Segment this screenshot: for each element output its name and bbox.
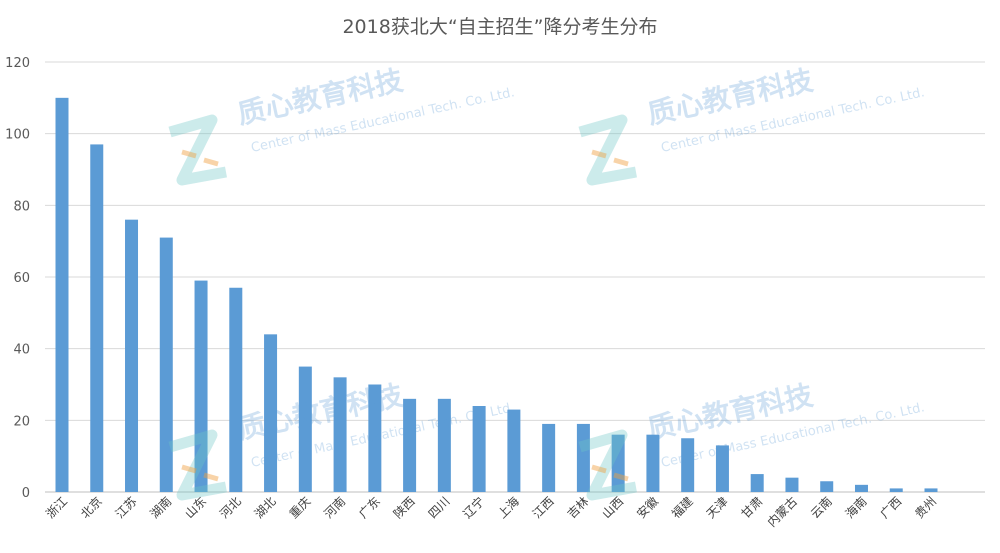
logo-dash-icon — [613, 157, 629, 167]
x-tick-label: 吉林 — [565, 494, 592, 521]
x-tick-label: 湖南 — [147, 494, 175, 522]
x-tick-label: 河北 — [217, 494, 244, 521]
bar — [611, 434, 625, 492]
x-tick-label: 江西 — [530, 494, 557, 521]
logo-dash-icon — [613, 472, 629, 482]
y-tick-label: 120 — [5, 56, 30, 71]
x-tick-label: 辽宁 — [460, 494, 488, 522]
logo-dash-icon — [181, 149, 197, 159]
bar — [264, 334, 278, 492]
x-tick-label: 广东 — [356, 494, 383, 521]
bar — [715, 445, 729, 492]
x-tick-label: 湖北 — [251, 494, 279, 522]
bar — [889, 488, 903, 492]
bar — [681, 438, 695, 492]
z-logo-icon — [168, 114, 227, 186]
x-tick-label: 四川 — [426, 494, 453, 521]
x-tick-label: 北京 — [78, 494, 105, 521]
logo-dash-icon — [203, 157, 219, 167]
bar — [194, 280, 208, 492]
z-logo-icon — [578, 429, 637, 501]
bar — [90, 144, 104, 492]
bar — [542, 423, 556, 492]
x-tick-label: 陕西 — [390, 494, 418, 522]
bar — [785, 477, 799, 492]
bar — [403, 398, 417, 492]
x-tick-label: 河南 — [321, 494, 349, 522]
x-tick-label: 重庆 — [287, 494, 314, 521]
bar — [924, 488, 938, 492]
x-tick-label: 云南 — [807, 494, 835, 522]
bar — [472, 406, 486, 492]
y-tick-label: 60 — [13, 271, 30, 286]
x-tick-label: 天津 — [704, 494, 731, 521]
logo-dash-icon — [591, 149, 607, 159]
y-tick-label: 100 — [5, 128, 30, 143]
logo-dash-icon — [181, 464, 197, 474]
bar — [229, 287, 243, 492]
z-logo-icon — [578, 114, 637, 186]
z-logo-icon — [168, 429, 227, 501]
bar — [820, 481, 834, 492]
x-tick-label: 贵州 — [912, 494, 939, 521]
y-tick-label: 80 — [13, 199, 30, 214]
bar — [646, 434, 660, 492]
bar — [750, 474, 764, 492]
y-axis-ticks: 0 20 40 60 80 100 120 — [5, 56, 30, 501]
bar — [298, 366, 312, 492]
chart-title: 2018获北大“自主招生”降分考生分布 — [342, 16, 657, 38]
bar — [437, 398, 451, 492]
x-tick-label: 内蒙古 — [764, 494, 800, 530]
x-axis-ticks: 浙江 北京 江苏 湖南 山东 河北 湖北 重庆 河南 广东 陕西 四川 辽宁 上海 江西 吉林 山西 安徽 福建 天津… — [43, 494, 939, 530]
logo-dash-icon — [591, 464, 607, 474]
x-tick-label: 浙江 — [43, 494, 70, 521]
bar — [368, 384, 382, 492]
x-tick-label: 甘肃 — [738, 494, 765, 521]
bar — [854, 484, 868, 492]
x-tick-label: 上海 — [494, 494, 522, 522]
x-tick-label: 海南 — [842, 494, 870, 522]
x-tick-label: 江苏 — [113, 494, 140, 521]
bar — [55, 97, 69, 492]
y-tick-label: 0 — [22, 486, 30, 501]
x-tick-label: 安徽 — [633, 494, 661, 522]
y-tick-label: 20 — [13, 414, 30, 429]
y-tick-label: 40 — [13, 343, 30, 358]
logo-dash-icon — [203, 472, 219, 482]
bar — [576, 423, 590, 492]
bar — [125, 219, 139, 492]
bar — [159, 237, 173, 492]
x-tick-label: 福建 — [668, 494, 696, 522]
bar — [333, 377, 347, 492]
bars — [55, 97, 938, 492]
bar — [507, 409, 521, 492]
x-tick-label: 广西 — [877, 494, 904, 521]
